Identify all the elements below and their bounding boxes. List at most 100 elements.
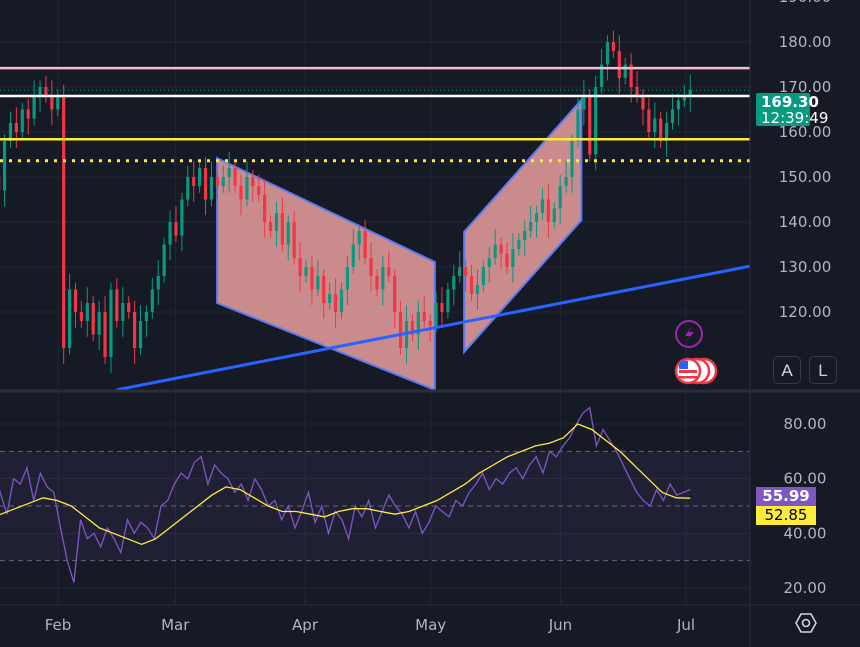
candle-body xyxy=(688,90,692,96)
candle-body xyxy=(452,276,456,290)
candle-body xyxy=(198,168,202,186)
candle-body xyxy=(481,267,485,285)
candle-body xyxy=(44,87,48,96)
candle-body xyxy=(664,123,669,141)
candle-body xyxy=(659,118,663,141)
candle-body xyxy=(8,123,13,141)
price-tick-label: 130.00 xyxy=(779,258,832,276)
candle-body xyxy=(605,42,610,65)
time-tick-label[interactable]: Jun xyxy=(548,616,572,634)
candle-body xyxy=(588,96,592,155)
candle-body xyxy=(475,285,480,294)
rsi-ma-line xyxy=(0,423,691,545)
candle-body xyxy=(552,208,556,222)
candle-body xyxy=(534,213,539,222)
candle-body xyxy=(629,64,633,87)
candle-body xyxy=(268,222,273,231)
candle-body xyxy=(410,321,415,335)
candle-body xyxy=(375,276,379,290)
candle-body xyxy=(50,96,54,110)
candle-body xyxy=(357,231,361,245)
candle-body xyxy=(274,213,279,231)
candle-body xyxy=(345,267,349,290)
price-tick-label: 150.00 xyxy=(779,168,832,186)
log-scale-button[interactable]: L xyxy=(809,356,837,384)
candle-body xyxy=(487,258,491,267)
trend-line[interactable] xyxy=(116,264,756,390)
candle-body xyxy=(641,96,645,110)
time-tick-label[interactable]: Apr xyxy=(292,616,319,634)
candle-body xyxy=(416,312,420,335)
candle-body xyxy=(310,267,314,290)
candle-body xyxy=(422,312,426,321)
rsi-tick-label: 40.00 xyxy=(784,524,827,542)
candle-body xyxy=(67,289,72,348)
us-flag-events-icon[interactable] xyxy=(674,357,718,385)
time-tick-label[interactable]: Feb xyxy=(45,616,72,634)
time-tick-label[interactable]: Mar xyxy=(161,616,190,634)
candle-body xyxy=(529,222,533,231)
candle-body xyxy=(186,177,190,200)
candle-body xyxy=(292,222,296,258)
candle-body xyxy=(73,289,78,312)
candle-body xyxy=(523,231,527,240)
candle-body xyxy=(369,258,373,276)
candle-body xyxy=(138,321,143,348)
candle-body xyxy=(322,276,326,303)
candle-body xyxy=(251,177,255,186)
candle-body xyxy=(653,118,657,132)
price-tick-label: 120.00 xyxy=(779,303,832,321)
candle-body xyxy=(670,109,675,123)
candle-body xyxy=(576,109,580,141)
candle-body xyxy=(387,267,391,276)
candle-body xyxy=(558,186,562,209)
rsi-line xyxy=(0,406,691,583)
rsi-pane[interactable] xyxy=(0,406,750,583)
candle-body xyxy=(144,312,149,321)
candle-body xyxy=(623,64,627,78)
candle-body xyxy=(97,312,101,335)
candle-body xyxy=(469,276,474,294)
auto-scale-button[interactable]: A xyxy=(773,356,801,384)
candle-body xyxy=(546,199,550,222)
candle-body xyxy=(676,100,681,110)
candle-body xyxy=(209,177,214,200)
candle-body xyxy=(594,87,598,155)
settings-icon[interactable] xyxy=(795,613,817,633)
candle-body xyxy=(156,276,160,290)
candle-body xyxy=(215,177,219,186)
axes[interactable]: 120.00 130.00 140.00 150.00 160.00 170.00 180.… xyxy=(45,0,832,634)
candle-body xyxy=(564,177,568,186)
candle-body xyxy=(617,51,621,78)
candle-body xyxy=(109,289,113,357)
candle-body xyxy=(599,64,604,87)
candle-body xyxy=(381,267,385,290)
candle-body xyxy=(434,303,438,326)
candle-body xyxy=(582,96,586,110)
candle-body xyxy=(333,294,338,312)
candle-body xyxy=(611,42,615,51)
candle-body xyxy=(511,249,515,267)
candle-body xyxy=(647,109,651,132)
drawings-front[interactable] xyxy=(0,66,756,390)
time-tick-label[interactable]: Jul xyxy=(676,616,695,634)
candle-body xyxy=(298,258,302,276)
candle-body xyxy=(91,303,95,335)
time-tick-label[interactable]: May xyxy=(415,616,446,634)
candle-body xyxy=(517,240,521,249)
candle-body xyxy=(458,267,462,276)
price-tick-label: 160.00 xyxy=(779,123,832,141)
candle-body xyxy=(493,244,497,258)
parallel-channel[interactable] xyxy=(463,97,583,355)
candle-body xyxy=(304,267,308,276)
candle-body xyxy=(505,253,509,267)
candle-body xyxy=(499,244,503,254)
lightning-icon[interactable] xyxy=(675,320,703,348)
candle-body xyxy=(428,321,432,326)
candle-body xyxy=(32,96,36,119)
candle-body xyxy=(180,199,184,236)
candle-body xyxy=(221,177,225,186)
candle-body xyxy=(393,276,397,312)
rsi-tick-label: 20.00 xyxy=(784,579,827,597)
